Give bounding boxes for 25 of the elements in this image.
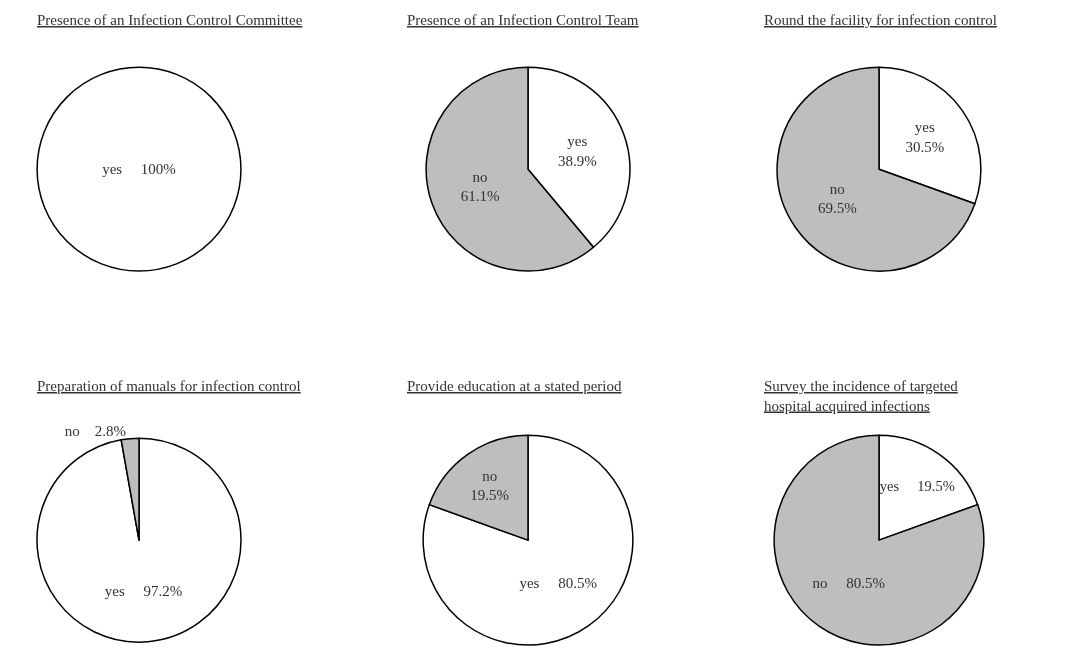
slice-label: yes 19.5% (879, 477, 955, 494)
slice-label: no 2.8% (64, 422, 127, 439)
data-label: 30.5% (905, 138, 945, 155)
slice-label: no (482, 467, 498, 484)
slice-label: yes (914, 119, 936, 136)
data-label: 69.5% (817, 200, 857, 217)
data-label: 19.5% (470, 487, 510, 504)
chart-title: Presence of an Infection Control Committee (37, 12, 303, 28)
pie-slice (773, 434, 985, 646)
slice-label: no (829, 180, 845, 197)
slice-label: yes (567, 133, 588, 150)
data-label: 38.9% (557, 152, 597, 169)
chart-title: Presence of an Infection Control Team (407, 12, 639, 28)
slice-label: no 80.5% (812, 575, 886, 592)
chart-title: Round the facility for infection control (764, 12, 997, 28)
chart-title: Provide education at a stated period (407, 378, 623, 394)
chart-title: Preparation of manuals for infection control (37, 378, 301, 394)
pie-slice (36, 437, 242, 643)
chart-title: Survey the incidence of targeted hospital acquired infections (764, 378, 959, 414)
slice-label: no (472, 168, 488, 185)
slice-label: yes 97.2% (104, 582, 183, 599)
pie-slice (422, 434, 634, 646)
slice-label: yes 100% (102, 161, 176, 178)
slice-label: yes 80.5% (519, 575, 597, 592)
data-label: 61.1% (460, 188, 500, 205)
